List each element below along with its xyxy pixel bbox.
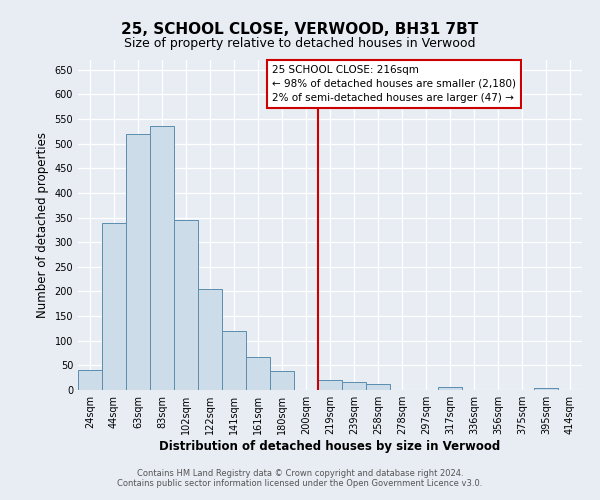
- Bar: [246, 357, 270, 390]
- Bar: [534, 388, 558, 390]
- Text: Size of property relative to detached houses in Verwood: Size of property relative to detached ho…: [124, 38, 476, 51]
- Bar: [366, 384, 390, 390]
- Bar: [198, 289, 222, 390]
- Text: Contains public sector information licensed under the Open Government Licence v3: Contains public sector information licen…: [118, 478, 482, 488]
- Bar: [102, 222, 126, 390]
- Bar: [126, 134, 150, 390]
- Text: 25 SCHOOL CLOSE: 216sqm
← 98% of detached houses are smaller (2,180)
2% of semi-: 25 SCHOOL CLOSE: 216sqm ← 98% of detache…: [272, 65, 516, 103]
- Bar: [438, 386, 462, 390]
- Text: 25, SCHOOL CLOSE, VERWOOD, BH31 7BT: 25, SCHOOL CLOSE, VERWOOD, BH31 7BT: [121, 22, 479, 38]
- Text: Contains HM Land Registry data © Crown copyright and database right 2024.: Contains HM Land Registry data © Crown c…: [137, 468, 463, 477]
- Bar: [318, 380, 342, 390]
- Bar: [78, 370, 102, 390]
- Bar: [174, 220, 198, 390]
- Bar: [222, 331, 246, 390]
- X-axis label: Distribution of detached houses by size in Verwood: Distribution of detached houses by size …: [160, 440, 500, 453]
- Bar: [342, 382, 366, 390]
- Y-axis label: Number of detached properties: Number of detached properties: [36, 132, 49, 318]
- Bar: [150, 126, 174, 390]
- Bar: [270, 372, 294, 390]
